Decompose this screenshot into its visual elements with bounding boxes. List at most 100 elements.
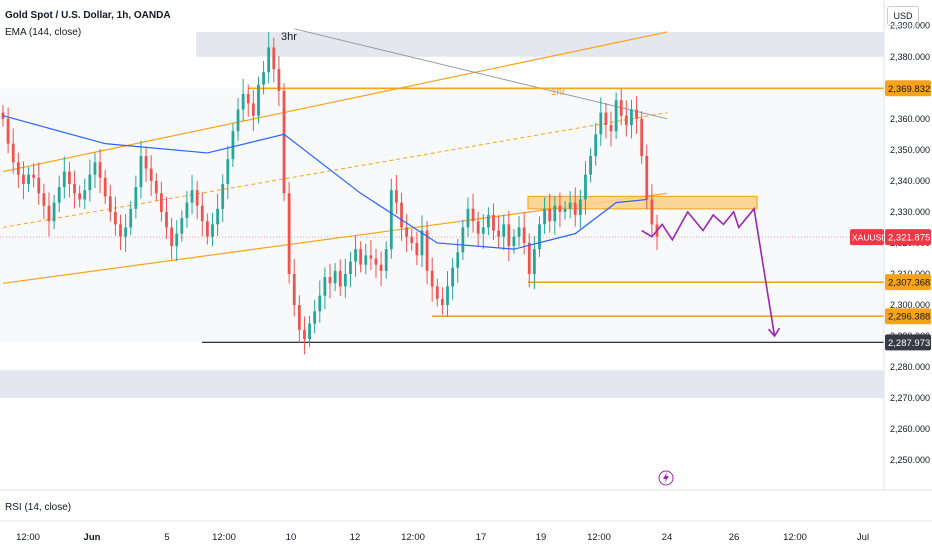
candle-body xyxy=(22,174,25,184)
rsi-indicator-label[interactable]: RSI (14, close) xyxy=(5,502,72,513)
candle-body xyxy=(604,112,608,126)
candle-body xyxy=(73,183,76,194)
candle-body xyxy=(476,221,480,234)
candle-body xyxy=(277,69,281,91)
symbol-tag xyxy=(850,229,884,246)
candle-body xyxy=(553,205,557,222)
x-axis-tick-label: 17 xyxy=(476,532,487,543)
candle-body xyxy=(68,171,71,184)
candle-body xyxy=(333,270,337,284)
annotation-3hr: 3hr xyxy=(281,31,297,43)
candle-body xyxy=(573,202,577,216)
x-axis-tick-label: 24 xyxy=(662,532,673,543)
candle-body xyxy=(441,298,444,306)
candle-body xyxy=(175,233,179,247)
candle-body xyxy=(272,47,276,70)
candle-body xyxy=(144,156,148,169)
candle-body xyxy=(124,227,128,237)
x-axis-tick-label: 12:00 xyxy=(212,532,236,543)
candle-body xyxy=(180,218,184,234)
candle-body xyxy=(415,242,419,256)
ema-indicator-label[interactable]: EMA (144, close) xyxy=(5,27,82,38)
supply-box xyxy=(527,195,758,210)
y-axis-tick-label: 2,280.000 xyxy=(890,362,930,372)
candle-body xyxy=(502,224,506,237)
candle-body xyxy=(405,227,409,237)
candle-body xyxy=(303,329,306,340)
price-level-tag-label: 2,307.368 xyxy=(888,278,930,289)
x-axis-tick-label: Jul xyxy=(857,532,869,543)
channel-mid-line xyxy=(2,112,668,228)
candle-body xyxy=(200,205,204,222)
candle-body xyxy=(292,273,296,306)
candle-body xyxy=(52,202,56,222)
candle-body xyxy=(400,202,403,228)
x-axis-tick-label: 19 xyxy=(536,532,547,543)
y-axis-tick-label: 2,310.000 xyxy=(890,269,930,279)
x-axis-tick-label: 12 xyxy=(350,532,361,543)
candle-body xyxy=(624,115,628,126)
price-level-tag-label: 2,287.973 xyxy=(888,338,930,349)
candle-body xyxy=(129,208,133,228)
candle-body xyxy=(241,93,245,110)
price-level-tag xyxy=(885,334,931,351)
y-axis-tick-label: 2,340.000 xyxy=(890,176,930,186)
candle-body xyxy=(190,190,194,203)
candle-body xyxy=(359,249,363,265)
candle-body xyxy=(119,224,122,237)
candle-body xyxy=(486,215,490,228)
y-axis-tick-label: 2,380.000 xyxy=(890,52,930,62)
candle-body xyxy=(599,112,603,135)
candle-body xyxy=(308,323,311,340)
candle-body xyxy=(364,255,368,265)
candle-body xyxy=(507,224,511,247)
candle-body xyxy=(62,171,66,188)
candle-body xyxy=(165,211,168,228)
x-axis-tick-label: Jun xyxy=(84,532,101,543)
candle-body xyxy=(78,193,82,200)
candle-body xyxy=(522,227,526,243)
candle-body xyxy=(226,159,230,184)
candle-body xyxy=(430,270,434,287)
candle-body xyxy=(338,270,342,287)
candle-body xyxy=(435,286,439,299)
candle-body xyxy=(313,311,317,324)
candle-body xyxy=(389,190,393,250)
candle-body xyxy=(32,174,36,178)
candle-body xyxy=(425,230,429,271)
price-level-tag xyxy=(885,274,931,291)
candle-body xyxy=(159,193,163,212)
symbol-tag-label: XAUUSD xyxy=(852,233,887,243)
price-level-tag-label: 2,369.832 xyxy=(888,84,930,95)
y-axis-tick-label: 2,350.000 xyxy=(890,145,930,155)
candle-body xyxy=(98,162,102,178)
candle-body xyxy=(221,183,225,209)
candle-body xyxy=(170,227,174,247)
x-axis-tick-label: 12:00 xyxy=(783,532,807,543)
candle-body xyxy=(589,156,592,175)
candle-body xyxy=(37,177,41,194)
candle-body xyxy=(251,103,255,116)
candle-body xyxy=(349,261,352,274)
currency-selector[interactable]: USD xyxy=(887,6,919,26)
candle-body xyxy=(282,90,286,194)
candle-body xyxy=(558,205,562,212)
price-level-tag xyxy=(885,308,931,325)
y-axis-tick-label: 2,360.000 xyxy=(890,114,930,124)
candle-body xyxy=(108,196,112,212)
candle-body xyxy=(6,118,10,144)
candle-body xyxy=(538,224,541,250)
candle-body xyxy=(456,252,460,268)
candle-body xyxy=(297,305,301,330)
candle-body xyxy=(16,162,20,175)
candle-body xyxy=(369,255,373,259)
current-price-tag xyxy=(885,229,931,246)
y-axis-tick-label: 2,250.000 xyxy=(890,455,930,465)
candle-body xyxy=(471,208,475,222)
candle-body xyxy=(139,156,143,188)
candle-body xyxy=(466,208,470,228)
descending-trendline xyxy=(294,28,668,120)
candle-body xyxy=(231,131,235,160)
